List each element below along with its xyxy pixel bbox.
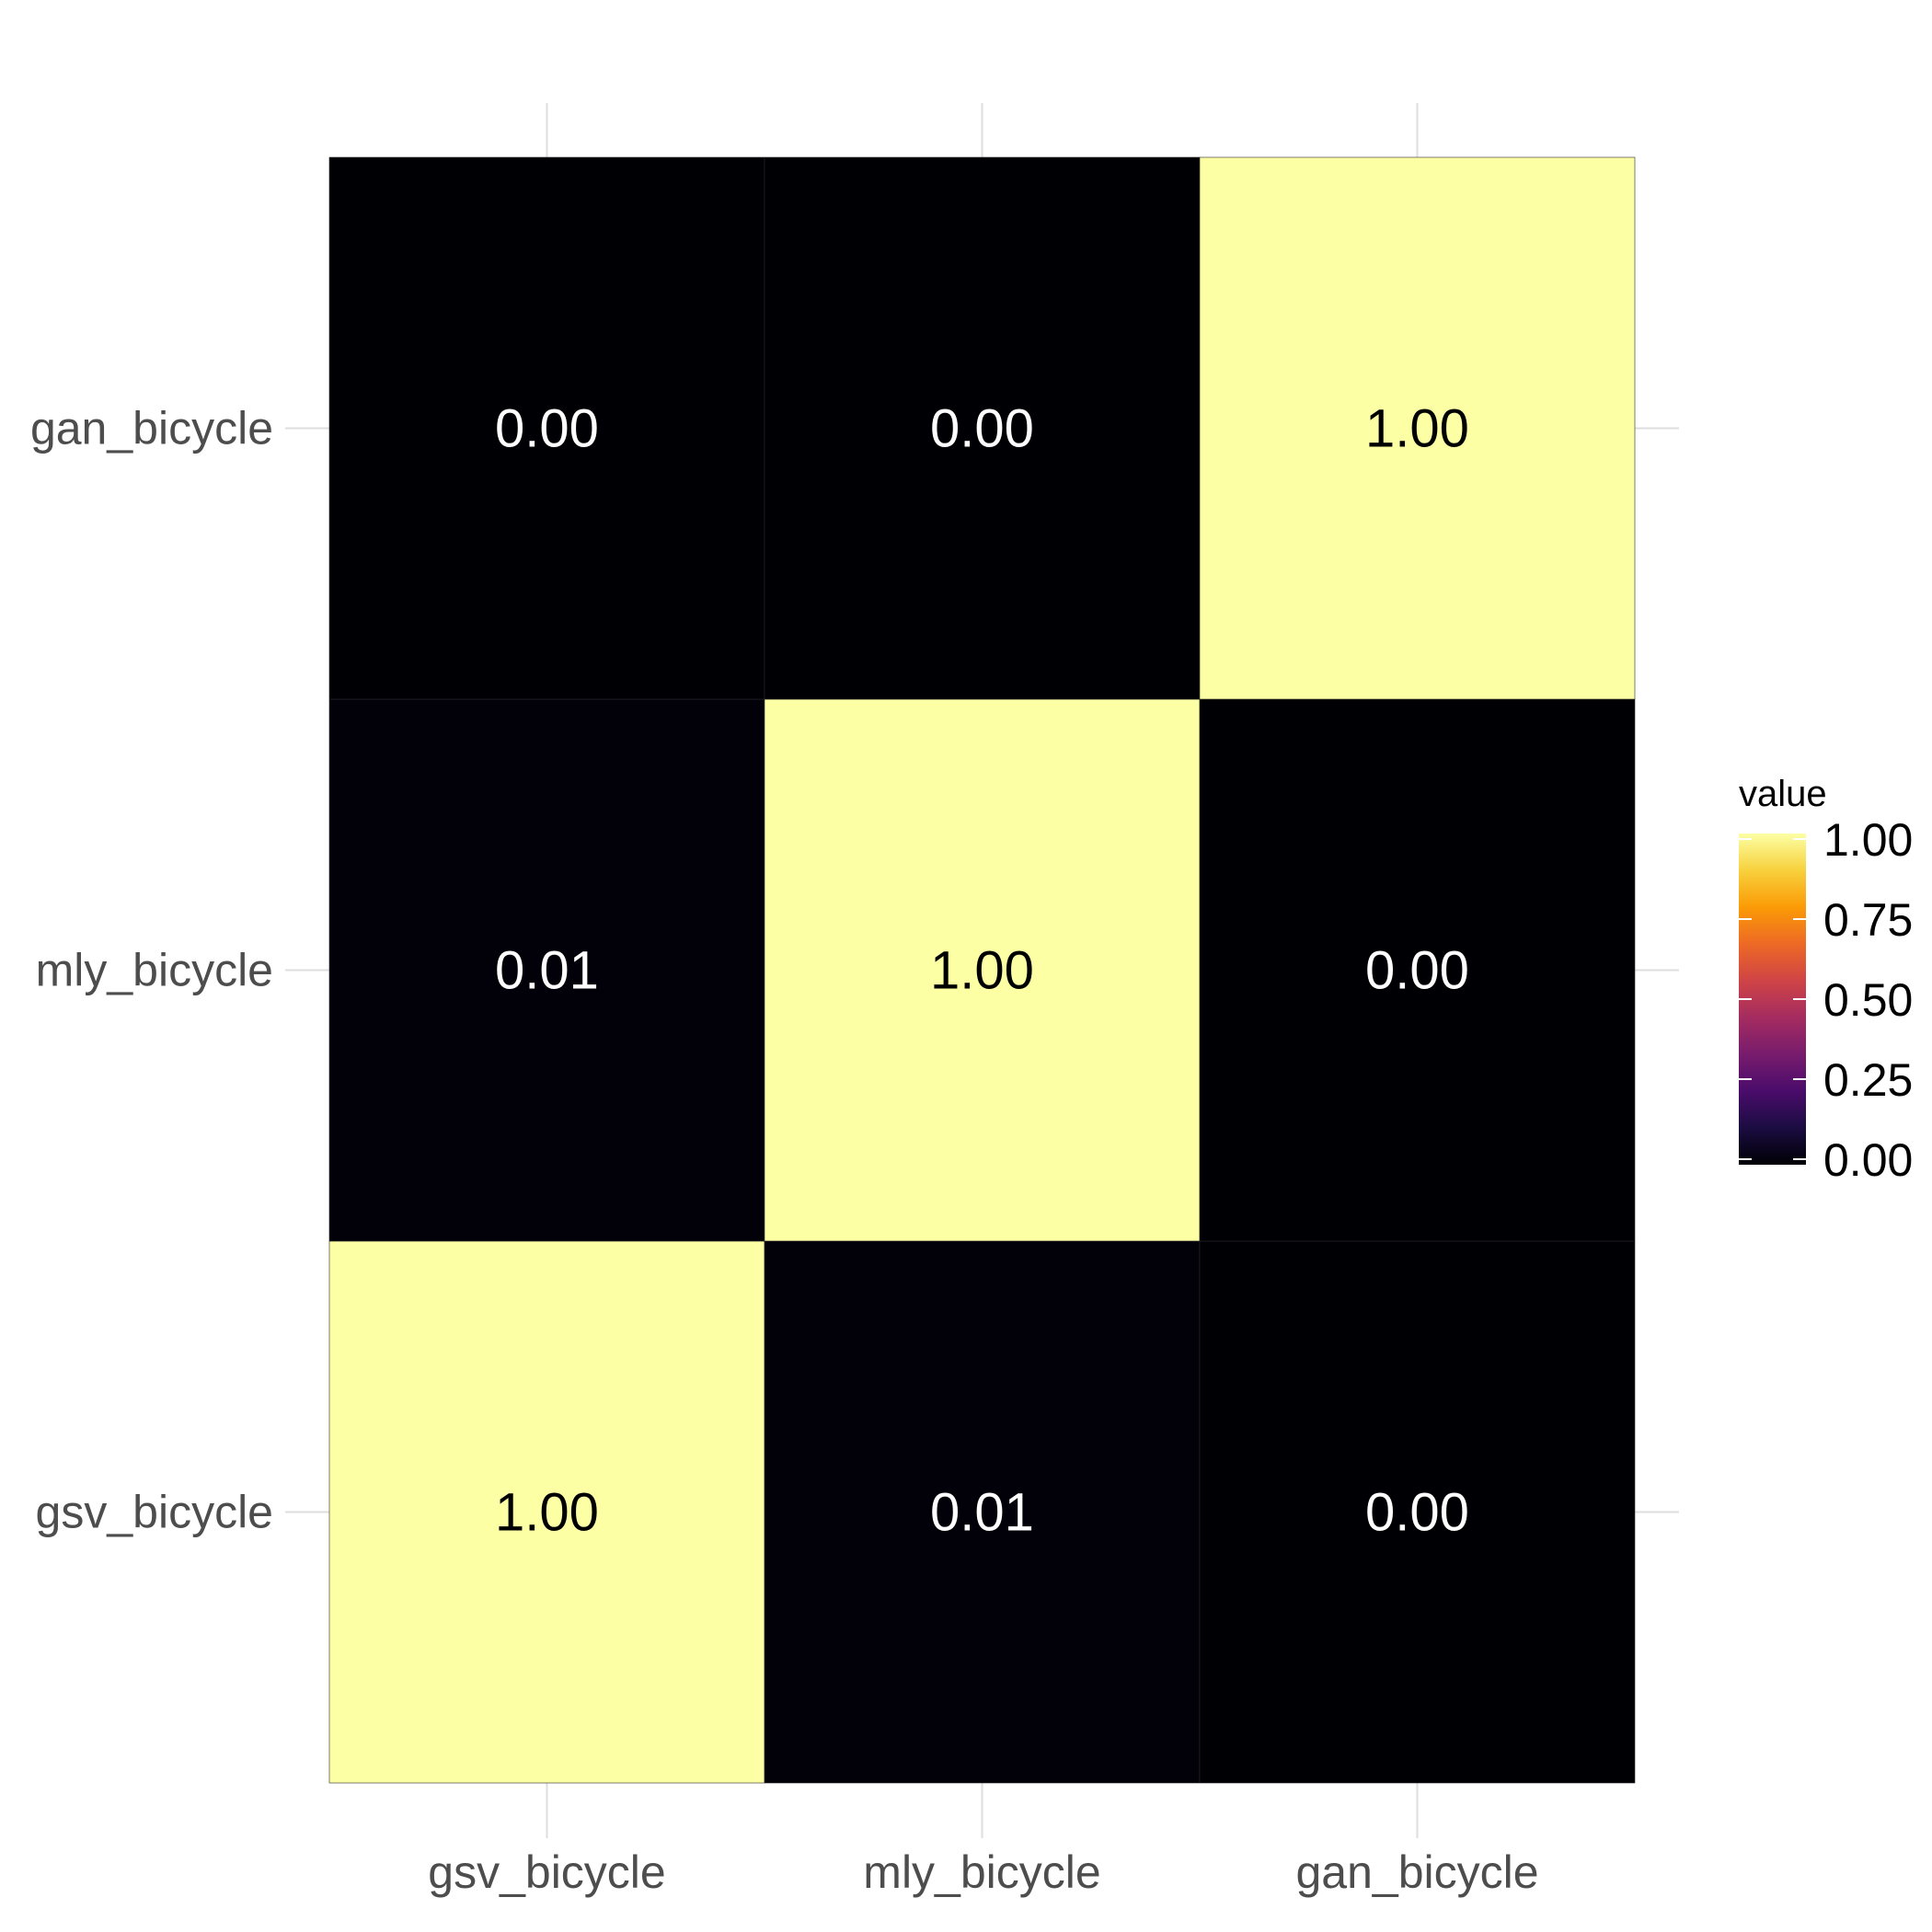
cell-labels: 1.00 0.01 0.00 0.01 1.00 0.00 0.00 0.00 1.00	[495, 399, 1469, 1543]
legend-tick-label: 1.00	[1823, 814, 1913, 866]
heatmap-cell	[764, 1240, 1201, 1784]
legend-tick-label: 0.75	[1823, 894, 1913, 946]
heatmap-cell	[1199, 698, 1636, 1242]
heatmap-cells	[328, 156, 1636, 1784]
heatmap-cell	[764, 156, 1201, 700]
cell-value-label: 0.01	[495, 941, 599, 1001]
cell-value-label: 0.00	[930, 399, 1034, 459]
heatmap-cell	[328, 1240, 765, 1784]
y-tick-label: gsv_bicycle	[36, 1487, 273, 1538]
x-tick-label: gsv_bicycle	[428, 1846, 665, 1898]
heatmap-cell	[764, 698, 1201, 1242]
cell-value-label: 1.00	[495, 1483, 599, 1543]
legend-tick-label: 0.00	[1823, 1134, 1913, 1186]
legend-tick-label: 0.50	[1823, 974, 1913, 1026]
cell-value-label: 0.01	[930, 1483, 1034, 1543]
x-axis: gsv_bicycle mly_bicycle gan_bicycle	[428, 1846, 1538, 1898]
cell-value-label: 1.00	[930, 941, 1034, 1001]
heatmap-cell	[1199, 1240, 1636, 1784]
heatmap-cell	[1199, 156, 1636, 700]
y-tick-label: mly_bicycle	[36, 945, 273, 996]
legend-ticks: 0.00 0.25 0.50 0.75 1.00	[1739, 814, 1913, 1186]
legend-title: value	[1739, 774, 1827, 814]
cell-value-label: 0.00	[1365, 1483, 1469, 1543]
cell-value-label: 0.00	[495, 399, 599, 459]
y-axis: gsv_bicycle mly_bicycle gan_bicycle	[30, 403, 273, 1538]
legend-tick-label: 0.25	[1823, 1054, 1913, 1106]
cell-value-label: 0.00	[1365, 941, 1469, 1001]
x-tick-label: mly_bicycle	[863, 1846, 1100, 1898]
x-tick-label: gan_bicycle	[1295, 1846, 1538, 1898]
y-tick-label: gan_bicycle	[30, 403, 273, 454]
cell-value-label: 1.00	[1365, 399, 1469, 459]
color-legend: value 0.00 0.25 0.50 0.75 1.00	[1739, 774, 1913, 1186]
heatmap-cell	[328, 156, 765, 700]
